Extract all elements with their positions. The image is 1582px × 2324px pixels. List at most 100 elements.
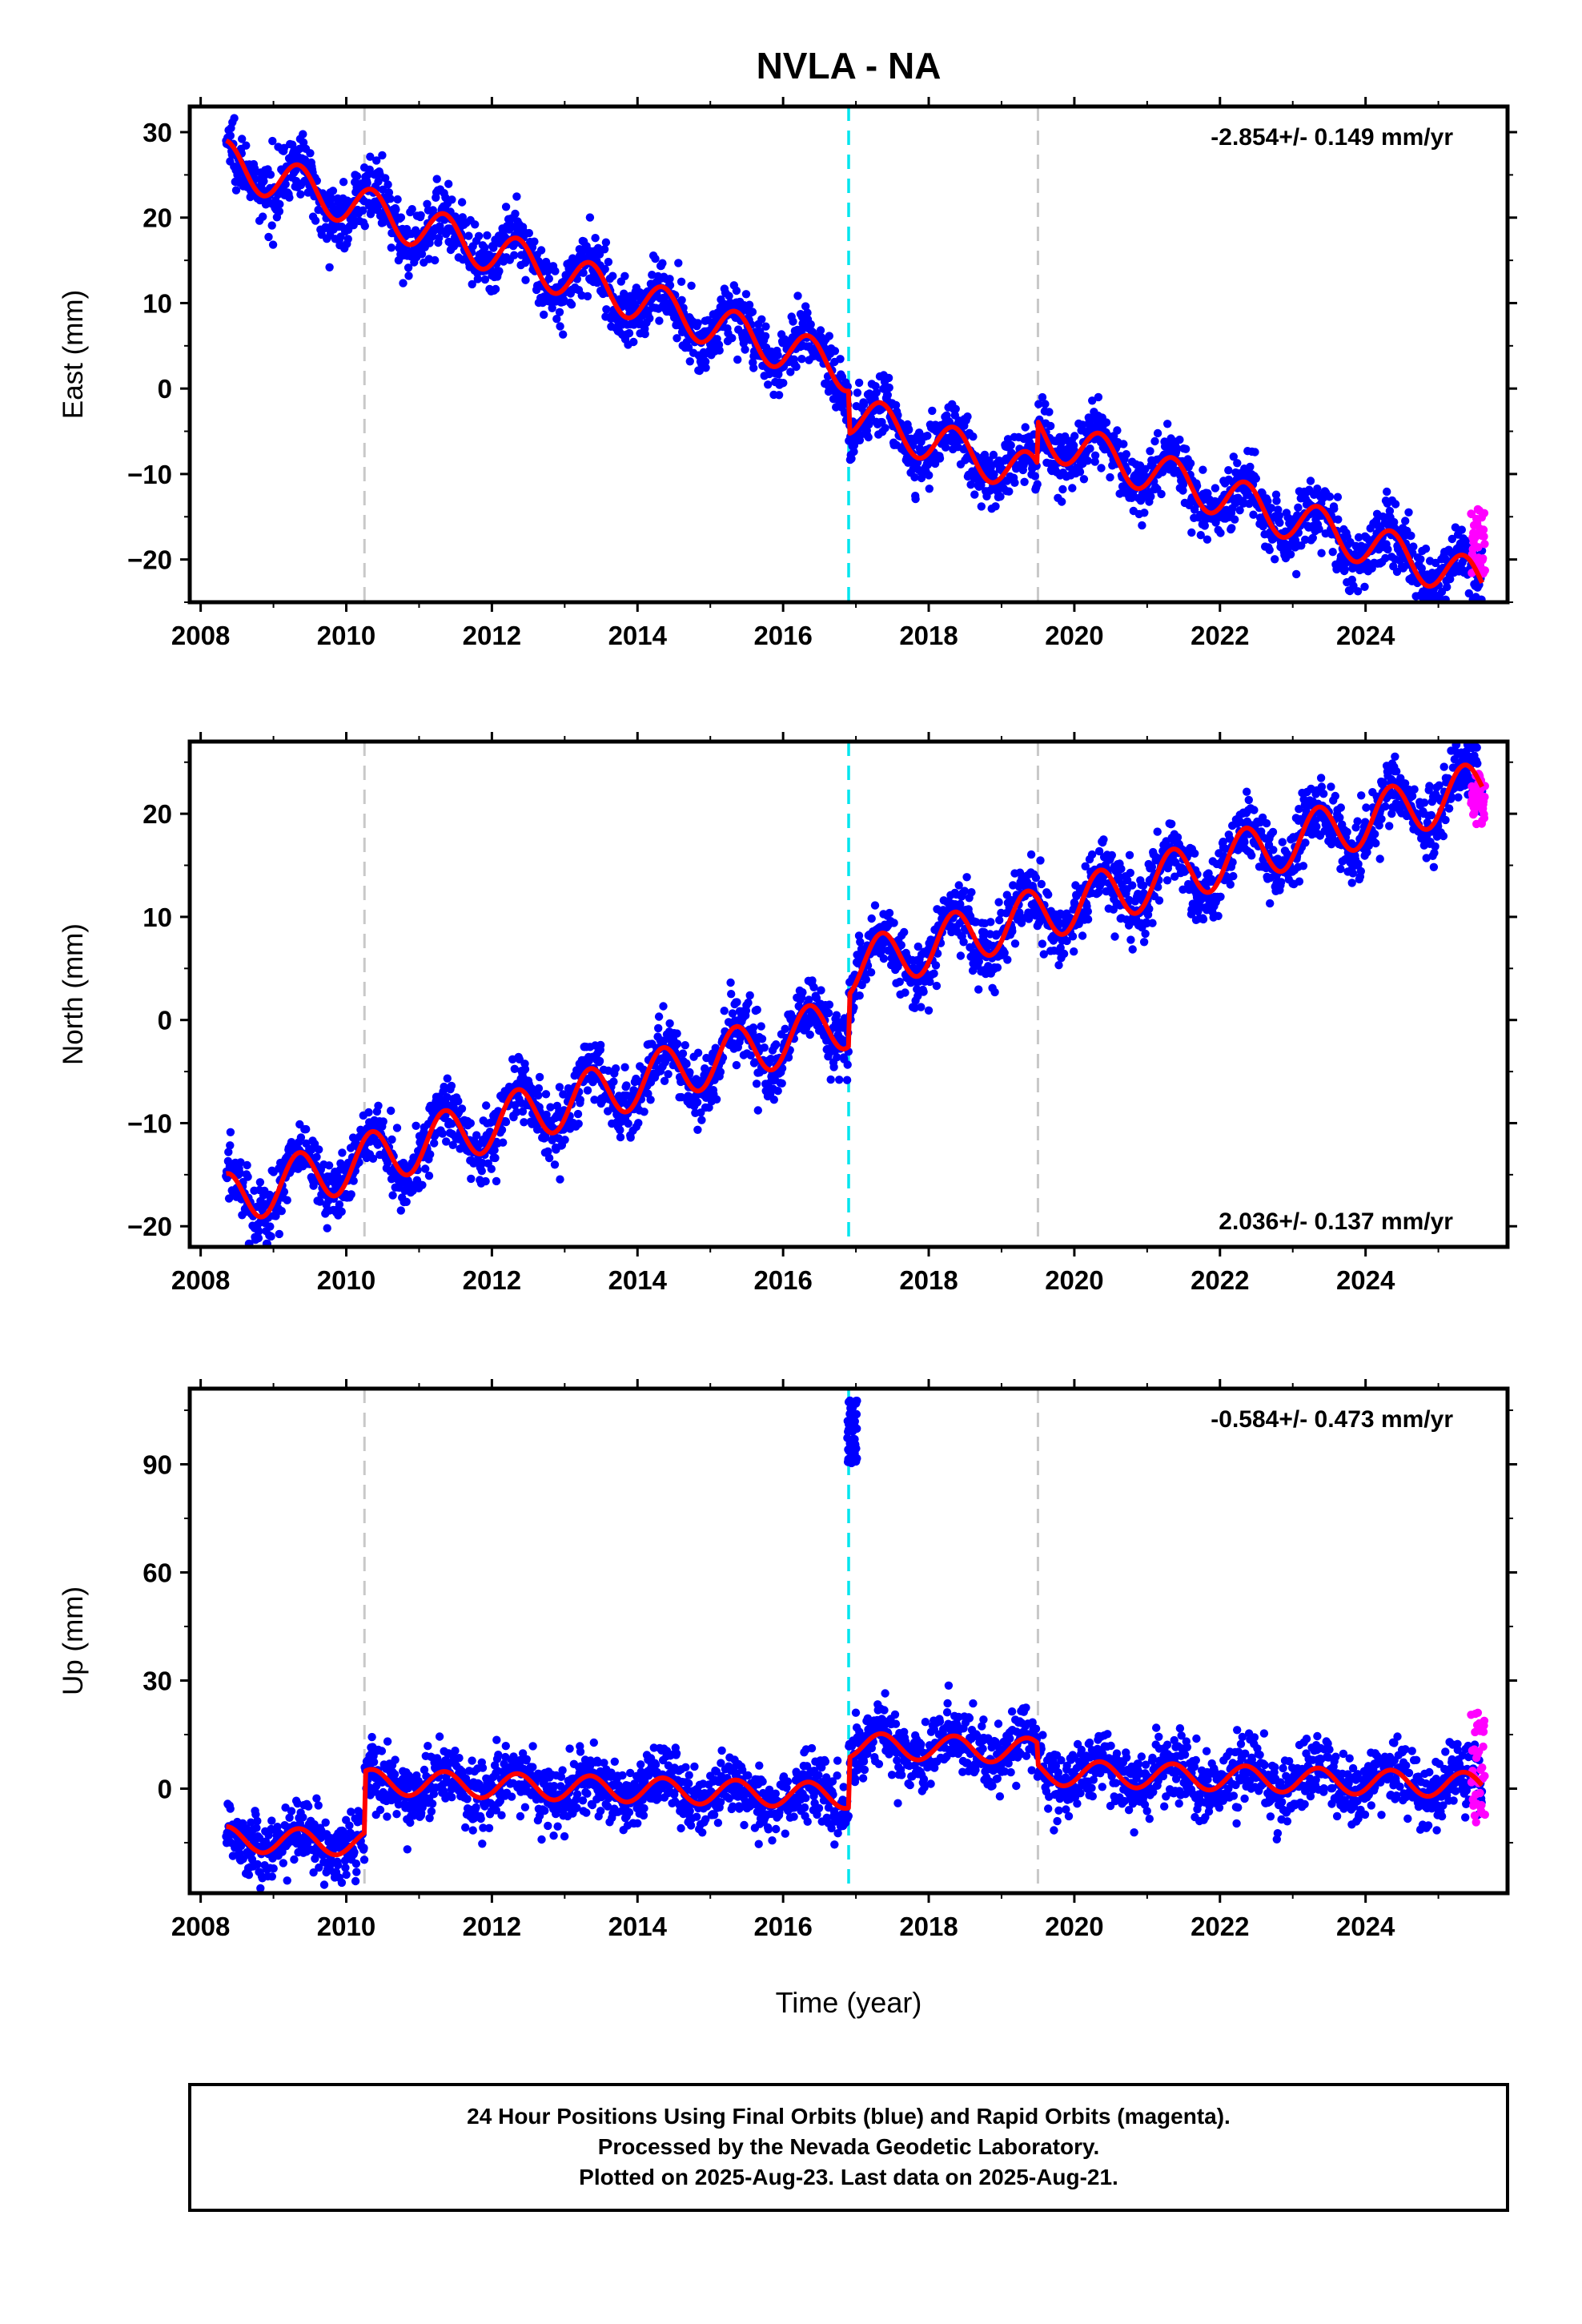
final-orbit-point (1203, 535, 1212, 544)
final-orbit-point (349, 221, 358, 230)
final-orbit-point (674, 259, 683, 267)
final-orbit-point (559, 330, 568, 339)
final-orbit-point (279, 143, 289, 152)
final-orbit-point (760, 1043, 769, 1052)
final-orbit-point (536, 246, 546, 255)
final-orbit-point (856, 938, 865, 947)
final-orbit-point (986, 918, 995, 927)
final-orbit-point (889, 919, 898, 927)
final-orbit-point (1214, 911, 1223, 921)
final-orbit-point (1138, 521, 1146, 530)
final-orbit-point (1106, 472, 1114, 482)
final-orbit-point (1010, 939, 1020, 948)
final-orbit-point (574, 1120, 583, 1128)
final-orbit-point (593, 243, 603, 252)
final-orbit-point (1113, 426, 1122, 435)
final-orbit-point (1068, 484, 1077, 493)
final-orbit-point (1175, 435, 1184, 444)
final-orbit-point (264, 232, 273, 242)
final-orbit-point (1094, 392, 1103, 402)
final-orbit-point (468, 279, 476, 289)
final-orbit-point (654, 1012, 664, 1021)
final-orbit-point (1086, 444, 1094, 453)
final-orbit-point (567, 300, 576, 309)
final-orbit-point (1078, 420, 1087, 429)
final-orbit-point (843, 1060, 852, 1069)
final-orbit-point (416, 211, 425, 219)
final-orbit-point (424, 1172, 434, 1180)
final-orbit-point (1275, 518, 1284, 527)
final-orbit-point (1295, 877, 1304, 886)
final-orbit-point (1021, 423, 1030, 432)
final-orbit-point (363, 179, 371, 187)
final-orbit-point (1404, 508, 1413, 517)
final-orbit-point (1182, 444, 1191, 453)
final-orbit-point (1099, 835, 1108, 844)
final-orbit-point (1251, 474, 1261, 483)
final-orbit-point (769, 1096, 778, 1104)
final-orbit-point (752, 1080, 761, 1088)
final-orbit-point (646, 1096, 655, 1104)
final-orbit-point (423, 199, 432, 208)
final-orbit-point (960, 887, 970, 895)
final-orbit-point (854, 378, 864, 388)
final-orbit-point (556, 322, 564, 331)
final-orbit-point (277, 1207, 286, 1216)
final-orbit-point (1272, 497, 1281, 505)
final-orbit-point (600, 264, 609, 274)
final-orbit-point (748, 308, 757, 316)
x-tick-label: 2008 (171, 621, 230, 650)
final-orbit-point (393, 195, 402, 204)
final-orbit-point (741, 345, 749, 354)
final-orbit-point (481, 1176, 490, 1186)
final-orbit-point (267, 1232, 275, 1241)
final-orbit-point (1227, 524, 1236, 533)
final-orbit-point (226, 1141, 235, 1150)
final-orbit-point (826, 1075, 835, 1084)
final-orbit-point (753, 1106, 762, 1115)
final-orbit-point (1037, 879, 1046, 889)
x-tick-label: 2010 (317, 621, 375, 650)
final-orbit-point (352, 171, 362, 181)
final-orbit-point (681, 1041, 689, 1050)
final-orbit-point (364, 1108, 373, 1117)
final-orbit-point (560, 296, 568, 304)
rapid-orbit-point (1480, 540, 1489, 549)
final-orbit-point (870, 901, 880, 910)
final-orbit-point (1167, 819, 1176, 828)
final-orbit-point (917, 1003, 926, 1011)
final-orbit-point (243, 1160, 251, 1170)
final-orbit-point (744, 998, 753, 1007)
final-orbit-point (967, 888, 976, 897)
final-orbit-point (296, 190, 305, 199)
final-orbit-point (1059, 949, 1069, 959)
final-orbit-point (579, 268, 588, 277)
final-orbit-point (467, 1174, 476, 1184)
final-orbit-point (829, 1063, 838, 1072)
final-orbit-point (1277, 878, 1286, 887)
final-orbit-point (267, 221, 276, 230)
final-orbit-point (312, 1152, 321, 1162)
final-orbit-point (585, 213, 595, 222)
final-orbit-point (447, 1081, 456, 1091)
final-orbit-point (501, 203, 511, 211)
final-orbit-point (809, 983, 818, 992)
final-orbit-point (520, 1064, 530, 1074)
final-orbit-point (977, 502, 986, 511)
final-orbit-point (793, 292, 802, 300)
final-orbit-point (386, 195, 395, 203)
final-orbit-point (1041, 400, 1050, 408)
final-orbit-point (1045, 408, 1054, 416)
final-orbit-point (1058, 485, 1067, 494)
final-orbit-point (993, 963, 1002, 972)
final-orbit-point (1083, 907, 1093, 916)
final-orbit-point (687, 281, 696, 290)
final-orbit-point (1087, 850, 1097, 859)
final-orbit-point (1141, 929, 1150, 939)
final-orbit-point (432, 175, 441, 183)
rapid-orbit-point (1479, 554, 1488, 563)
final-orbit-point (471, 220, 480, 229)
final-orbit-point (963, 412, 972, 421)
final-orbit-point (1110, 932, 1119, 941)
